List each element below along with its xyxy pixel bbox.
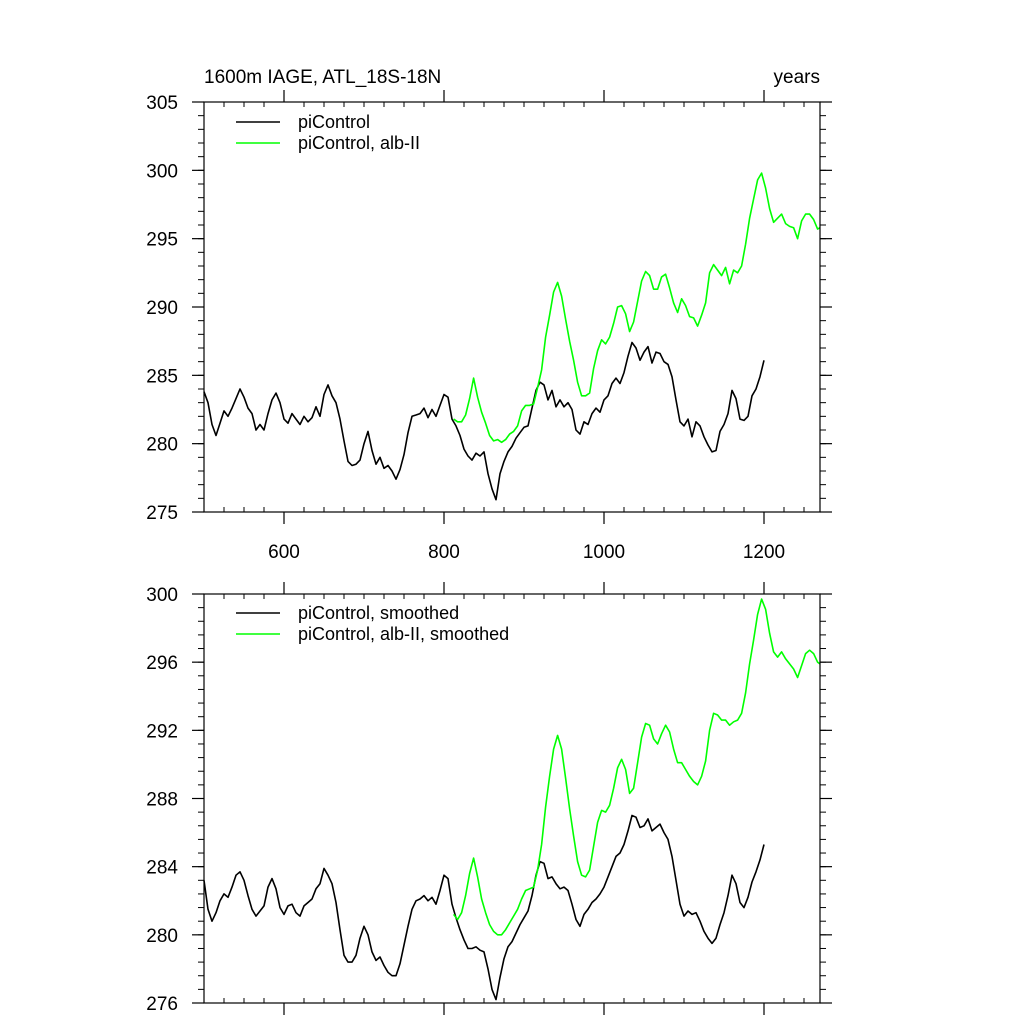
y-tick-label: 288: [146, 790, 178, 811]
series-group: [203, 172, 821, 501]
series-line-1: [452, 598, 821, 936]
series-line-0: [203, 341, 765, 501]
y-tick-label: 296: [146, 653, 178, 674]
series-line-0: [203, 814, 765, 1001]
y-tick-label: 285: [146, 366, 178, 387]
top-panel: 1600m IAGE, ATL_18S-18N years 600 800 1000…: [146, 67, 832, 563]
y-tick-label: 276: [146, 994, 178, 1015]
y-tick-label: 305: [146, 93, 178, 114]
legend: piControl piControl, alb-II: [236, 112, 420, 153]
series-group: [203, 598, 821, 1001]
y-tick-label: 280: [146, 435, 178, 456]
panel-title-right: years: [774, 67, 820, 88]
plot-frame: [203, 593, 821, 1004]
panel-title: 1600m IAGE, ATL_18S-18N: [204, 67, 441, 88]
y-tick-label: 280: [146, 926, 178, 947]
legend-label-piControl: piControl: [298, 112, 370, 132]
legend-label-alb-II: piControl, alb-II: [298, 133, 420, 153]
series-line-1: [453, 172, 821, 444]
y-tick-label: 290: [146, 298, 178, 319]
legend-label-alb-II-smoothed: piControl, alb-II, smoothed: [298, 624, 509, 644]
y-tick-label: 275: [146, 503, 178, 524]
legend-label-piControl-smoothed: piControl, smoothed: [298, 603, 459, 623]
x-tick-label: 1200: [743, 542, 785, 563]
y-tick-label: 295: [146, 230, 178, 251]
y-tick-label: 300: [146, 585, 178, 606]
x-tick-label: 1000: [583, 542, 625, 563]
tick-group: 276 280 284 288 292 296 300: [146, 582, 832, 1015]
plot-frame: [203, 101, 821, 513]
x-tick-label: 800: [428, 542, 460, 563]
y-tick-label: 300: [146, 161, 178, 182]
tick-group: 600 800 1000 1200 275 280 285 290 295 300 305: [146, 90, 832, 563]
x-tick-label: 600: [268, 542, 300, 563]
y-tick-label: 292: [146, 721, 178, 742]
legend: piControl, smoothed piControl, alb-II, s…: [236, 603, 509, 644]
y-tick-label: 284: [146, 858, 178, 879]
bottom-panel: 276 280 284 288 292 296 300 piControl, smoothe…: [146, 582, 832, 1015]
